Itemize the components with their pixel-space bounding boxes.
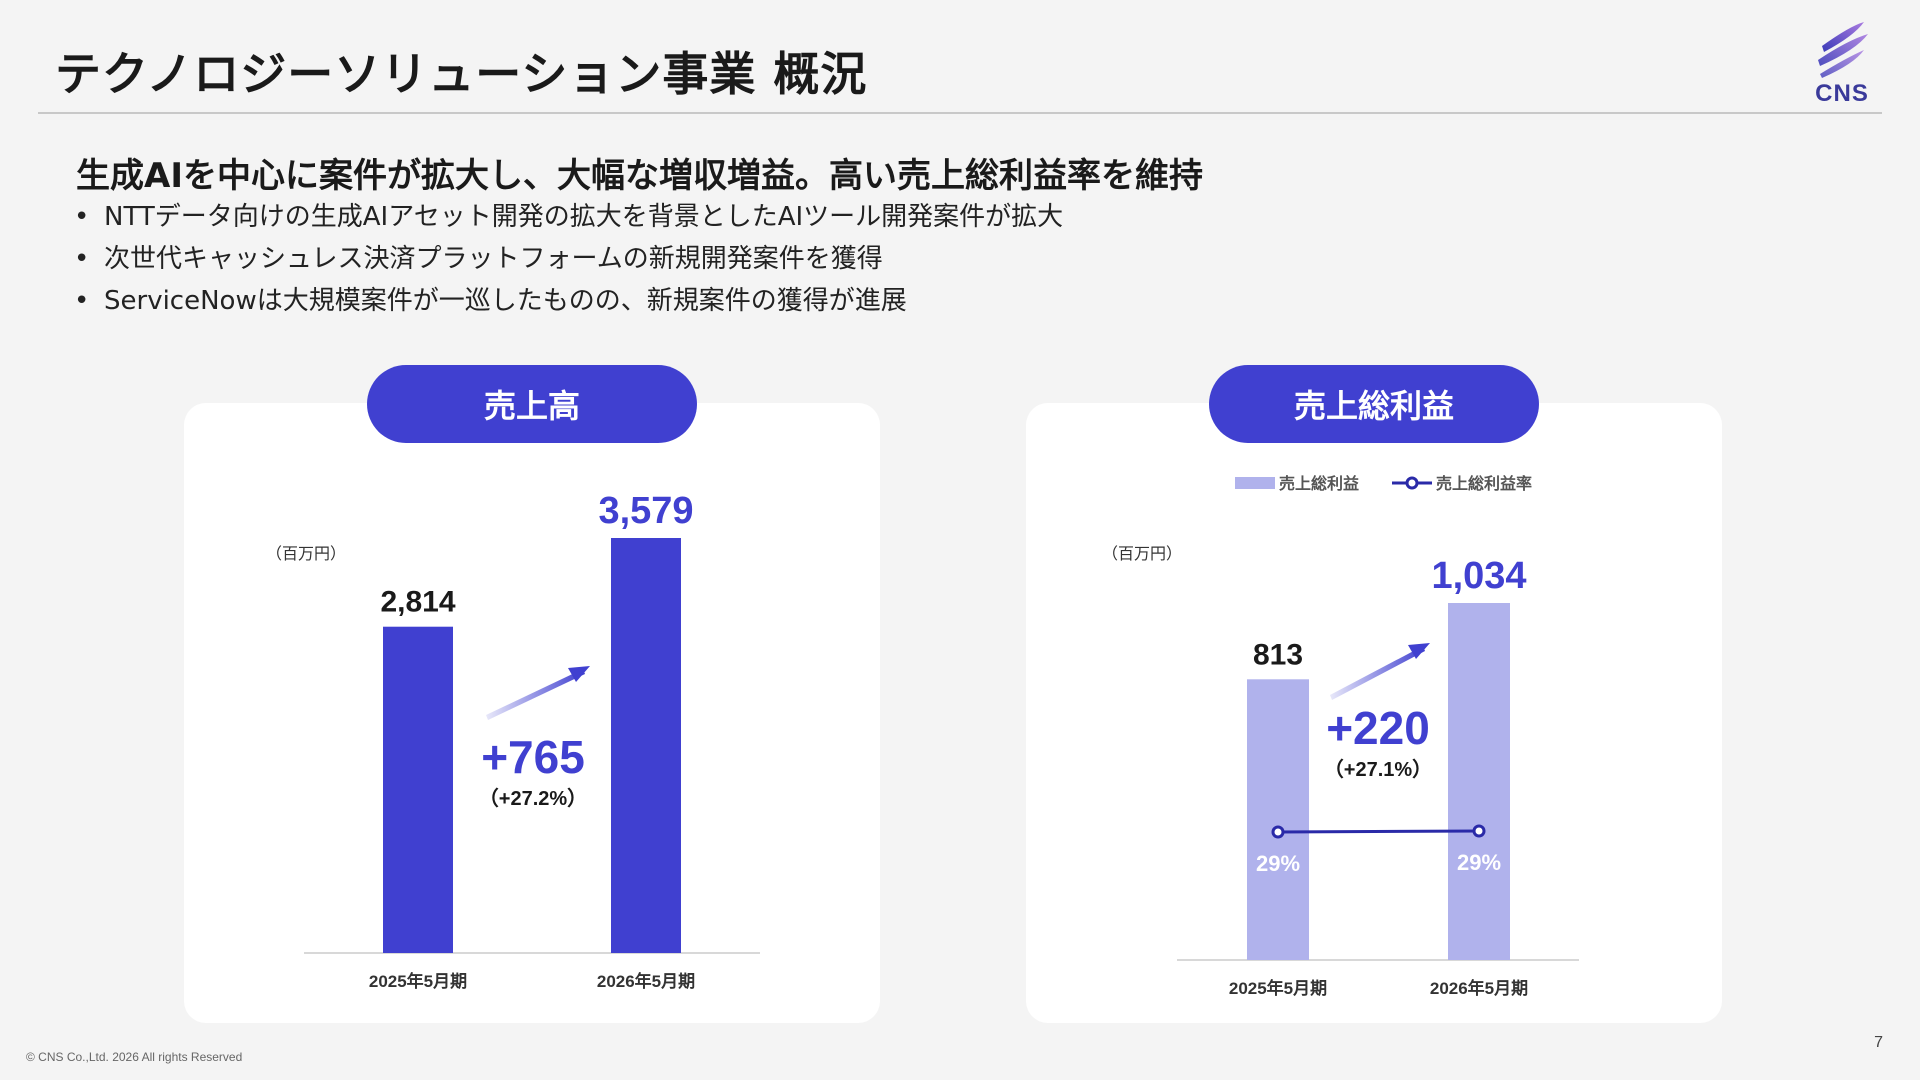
bullet-item: ServiceNowは大規模案件が一巡したものの、新規案件の獲得が進展	[70, 280, 1063, 322]
category-label: 2026年5月期	[597, 971, 695, 991]
margin-point	[1271, 825, 1285, 839]
bar	[383, 626, 453, 953]
page-number: 7	[1874, 1034, 1883, 1051]
change-percent: （+27.1%）	[1324, 758, 1432, 781]
category-label: 2025年5月期	[1229, 978, 1327, 998]
change-percent: （+27.2%）	[479, 787, 587, 810]
legend-bar-swatch	[1235, 477, 1275, 489]
data-label: 1,034	[1431, 555, 1526, 597]
category-label: 2026年5月期	[1430, 978, 1528, 998]
revenue-title-pill: 売上高	[367, 365, 697, 443]
data-label: 813	[1253, 638, 1303, 671]
revenue-card: （百万円） 2,814 2025年5月期 3,579 2026年5月期 +765 （+27.…	[184, 403, 880, 1023]
legend-marker	[1405, 476, 1419, 490]
unit-label: （百万円）	[1102, 545, 1182, 563]
change-value: +765	[481, 731, 585, 783]
legend-label: 売上総利益率	[1436, 474, 1532, 493]
title-divider	[38, 112, 1882, 114]
company-logo: CNS	[1802, 20, 1882, 108]
unit-label: （百万円）	[266, 545, 346, 563]
bullet-item: NTTデータ向けの生成AIアセット開発の拡大を背景としたAIツール開発案件が拡大	[70, 196, 1063, 238]
margin-label: 29%	[1457, 850, 1501, 875]
data-label: 2,814	[380, 586, 455, 619]
growth-arrow-icon	[1330, 646, 1425, 700]
margin-point	[1472, 824, 1486, 838]
growth-arrow-icon	[486, 669, 585, 720]
copyright: © CNS Co.,Ltd. 2026 All rights Reserved	[26, 1050, 243, 1064]
gross-profit-title-pill: 売上総利益	[1209, 365, 1539, 443]
change-value: +220	[1326, 702, 1430, 754]
logo-swoosh-icon	[1818, 22, 1868, 78]
bar	[1448, 603, 1510, 960]
margin-label: 29%	[1256, 851, 1300, 876]
growth-arrowhead-icon	[568, 666, 590, 682]
data-label: 3,579	[598, 490, 693, 532]
summary-headline: 生成AIを中心に案件が拡大し、大幅な増収増益。高い売上総利益率を維持	[76, 156, 1203, 196]
margin-line	[1277, 829, 1480, 834]
category-label: 2025年5月期	[369, 971, 467, 991]
summary-bullets: NTTデータ向けの生成AIアセット開発の拡大を背景としたAIツール開発案件が拡大…	[70, 196, 1063, 322]
revenue-chart: （百万円） 2,814 2025年5月期 3,579 2026年5月期 +765 （+27.…	[266, 490, 760, 991]
bar	[611, 538, 681, 953]
bar	[1247, 679, 1309, 960]
legend-label: 売上総利益	[1279, 474, 1359, 493]
logo-text: CNS	[1815, 80, 1869, 107]
bullet-item: 次世代キャッシュレス決済プラットフォームの新規開発案件を獲得	[70, 238, 1063, 280]
gross-profit-chart: 売上総利益 売上総利益率 （百万円） 813 2025年5月期 1,034 2026年5月期…	[1102, 474, 1579, 998]
growth-arrowhead-icon	[1408, 643, 1430, 659]
gross-profit-card: 売上総利益 売上総利益率 （百万円） 813 2025年5月期 1,034 2026年5月期…	[1026, 403, 1722, 1023]
page-title: テクノロジーソリューション事業 概況	[55, 47, 868, 101]
